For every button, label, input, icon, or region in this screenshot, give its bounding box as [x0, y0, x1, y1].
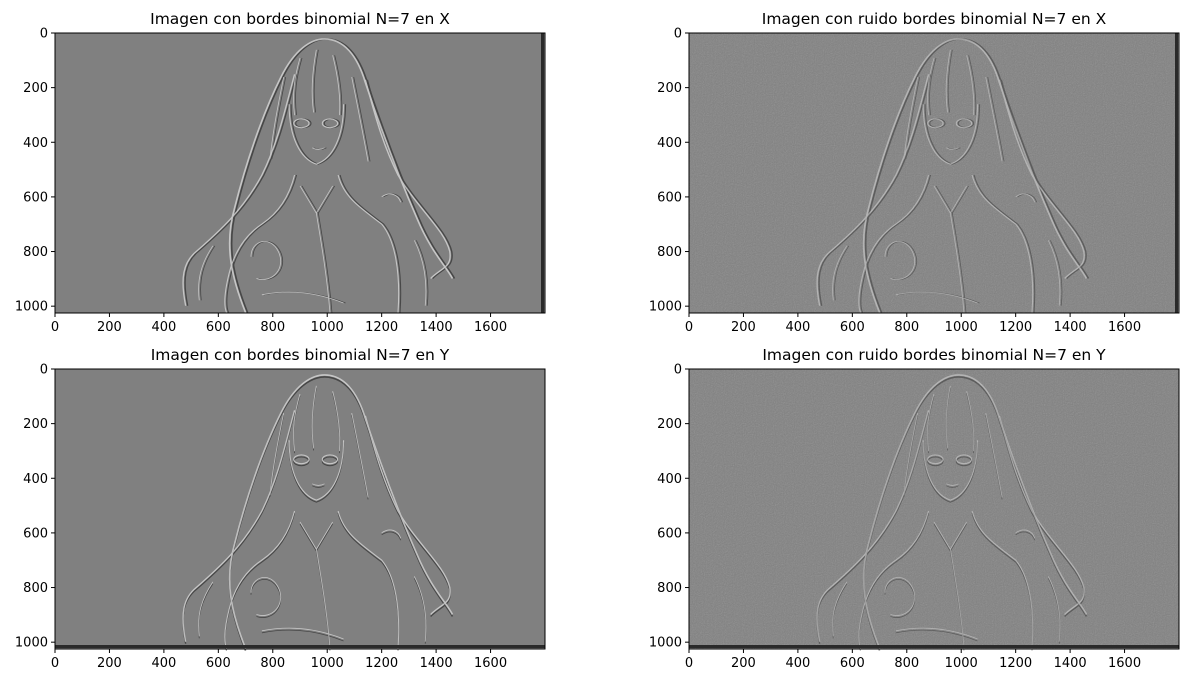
- x-tick-label: 0: [685, 320, 693, 335]
- y-tick-label: 400: [23, 472, 48, 487]
- subplot-title: Imagen con ruido bordes binomial N=7 en …: [762, 346, 1106, 364]
- subplot-4: Imagen con ruido bordes binomial N=7 en …: [649, 346, 1180, 671]
- y-tick-label: 0: [40, 363, 48, 378]
- axes-frame: [688, 368, 1180, 650]
- y-tick-label: 0: [674, 27, 682, 42]
- x-tick-label: 800: [894, 320, 919, 335]
- y-tick-label: 200: [23, 81, 48, 96]
- x-tick-label: 200: [97, 656, 122, 671]
- x-tick-label: 200: [97, 320, 122, 335]
- axes-frame: [54, 32, 546, 314]
- subplot-title: Imagen con ruido bordes binomial N=7 en …: [762, 10, 1107, 28]
- edge-image: [689, 369, 1179, 651]
- x-tick-label: 400: [151, 320, 176, 335]
- axes-frame: [688, 32, 1180, 314]
- subplot-3: Imagen con bordes binomial N=7 en Y 0 200 4…: [15, 346, 546, 671]
- subplot-title: Imagen con bordes binomial N=7 en X: [150, 10, 450, 28]
- x-tick-label: 1000: [945, 656, 978, 671]
- x-tick-label: 1600: [1108, 656, 1141, 671]
- x-tick-label: 1200: [365, 320, 398, 335]
- x-tick-label: 400: [785, 656, 810, 671]
- x-tick-label: 1200: [365, 656, 398, 671]
- y-tick-label: 0: [674, 363, 682, 378]
- x-tick-label: 400: [785, 320, 810, 335]
- x-tick-label: 1200: [999, 320, 1032, 335]
- edge-image: [55, 369, 545, 651]
- x-tick-label: 1400: [1054, 320, 1087, 335]
- x-tick-label: 600: [840, 320, 865, 335]
- x-tick-label: 1400: [420, 656, 453, 671]
- x-tick-label: 600: [206, 656, 231, 671]
- edge-image: [689, 33, 1179, 313]
- y-tick-label: 1000: [649, 636, 682, 651]
- x-tick-label: 1400: [1054, 656, 1087, 671]
- x-tick-label: 1600: [474, 320, 507, 335]
- x-tick-label: 800: [260, 320, 285, 335]
- y-tick-label: 1000: [15, 300, 48, 315]
- y-tick-label: 400: [23, 136, 48, 151]
- y-tick-label: 400: [657, 136, 682, 151]
- x-tick-label: 400: [151, 656, 176, 671]
- edge-image: [55, 33, 545, 313]
- x-tick-label: 1000: [945, 320, 978, 335]
- x-tick-label: 1000: [311, 320, 344, 335]
- subplot-title: Imagen con bordes binomial N=7 en Y: [151, 346, 450, 364]
- subplot-1: Imagen con bordes binomial N=7 en X 0 200 4…: [15, 10, 546, 335]
- y-tick-label: 1000: [649, 300, 682, 315]
- x-tick-label: 1600: [474, 656, 507, 671]
- x-tick-label: 0: [51, 320, 59, 335]
- x-tick-label: 600: [840, 656, 865, 671]
- y-tick-label: 800: [23, 245, 48, 260]
- x-tick-label: 600: [206, 320, 231, 335]
- y-tick-label: 600: [657, 526, 682, 541]
- x-tick-label: 800: [894, 656, 919, 671]
- y-tick-label: 600: [23, 190, 48, 205]
- x-tick-label: 1000: [311, 656, 344, 671]
- x-tick-label: 200: [731, 656, 756, 671]
- axes-frame: [54, 368, 546, 650]
- y-tick-label: 600: [23, 526, 48, 541]
- y-tick-label: 200: [23, 417, 48, 432]
- subplot-2: Imagen con ruido bordes binomial N=7 en …: [649, 10, 1180, 335]
- x-tick-label: 800: [260, 656, 285, 671]
- x-tick-label: 0: [685, 656, 693, 671]
- x-tick-label: 1600: [1108, 320, 1141, 335]
- x-tick-label: 200: [731, 320, 756, 335]
- y-tick-label: 200: [657, 81, 682, 96]
- y-tick-label: 400: [657, 472, 682, 487]
- y-tick-label: 600: [657, 190, 682, 205]
- x-tick-label: 1400: [420, 320, 453, 335]
- y-tick-label: 200: [657, 417, 682, 432]
- y-tick-label: 800: [23, 581, 48, 596]
- x-tick-label: 1200: [999, 656, 1032, 671]
- y-tick-label: 800: [657, 581, 682, 596]
- y-tick-label: 0: [40, 27, 48, 42]
- y-tick-label: 800: [657, 245, 682, 260]
- x-tick-label: 0: [51, 656, 59, 671]
- y-tick-label: 1000: [15, 636, 48, 651]
